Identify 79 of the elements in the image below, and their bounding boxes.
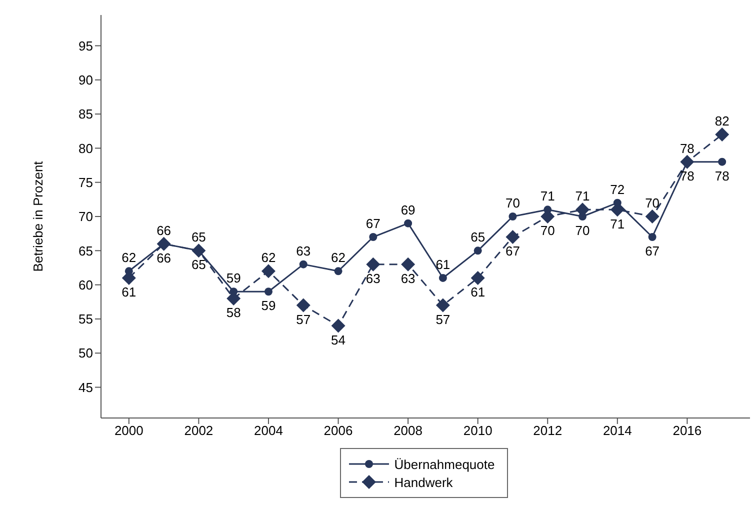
data-label: 65: [191, 230, 206, 245]
point: [369, 232, 378, 241]
point: [648, 232, 656, 241]
data-label: 62: [261, 250, 276, 266]
point: [296, 298, 310, 312]
data-label: 63: [400, 270, 416, 286]
x-tick-label: 2010: [463, 423, 492, 438]
data-label: 63: [296, 243, 311, 258]
data-label: 62: [122, 250, 136, 266]
data-label: 70: [540, 223, 555, 238]
y-tick-label: 65: [78, 243, 93, 258]
data-label: 71: [540, 188, 555, 204]
point: [506, 230, 520, 244]
data-label: 82: [714, 114, 730, 129]
data-label: 61: [436, 256, 450, 272]
point: [401, 257, 416, 272]
data-label: 57: [296, 312, 311, 327]
legend-label: Handwerk: [394, 474, 453, 490]
data-label: 61: [470, 284, 486, 300]
y-tick-label: 95: [78, 38, 93, 54]
data-label: 71: [610, 216, 625, 232]
point: [470, 270, 485, 285]
data-label: 71: [575, 188, 590, 204]
point: [474, 246, 482, 255]
y-tick-label: 80: [78, 140, 93, 156]
data-label: 65: [191, 257, 206, 272]
y-axis-title: Betriebe in Prozent: [30, 160, 46, 272]
point: [438, 274, 447, 282]
data-label: 67: [645, 244, 660, 259]
point: [718, 158, 726, 166]
point: [436, 298, 450, 312]
point: [299, 260, 308, 268]
data-label: 63: [366, 270, 380, 286]
point: [334, 267, 342, 276]
x-tick-label: 2002: [184, 423, 214, 438]
y-tick-label: 75: [78, 174, 93, 190]
x-tick-label: 2008: [394, 423, 423, 438]
data-label: 78: [680, 140, 694, 156]
data-label: 72: [610, 182, 625, 197]
point: [366, 257, 380, 272]
data-label: 67: [366, 216, 380, 231]
point: [261, 264, 276, 278]
y-tick-label: 90: [78, 72, 93, 88]
data-label: 78: [680, 168, 694, 184]
x-tick-label: 2016: [672, 423, 702, 438]
point: [715, 128, 730, 142]
x-tick-label: 2012: [533, 423, 562, 438]
data-label: 57: [436, 312, 450, 327]
data-label: 54: [331, 332, 346, 348]
data-label: 70: [505, 196, 520, 210]
x-tick-label: 2014: [602, 423, 632, 438]
point: [331, 318, 346, 333]
point: [264, 288, 272, 296]
data-label: 70: [575, 223, 590, 238]
data-label: 61: [122, 284, 136, 300]
data-label: 66: [156, 250, 172, 266]
x-tick-label: 2000: [114, 423, 144, 438]
data-label: 65: [470, 230, 486, 245]
y-tick-label: 50: [78, 346, 93, 361]
point: [404, 219, 412, 228]
x-tick-label: 2006: [324, 423, 353, 438]
data-label: 78: [714, 168, 730, 184]
data-label: 62: [331, 250, 346, 266]
legend-label: Übernahmequote: [394, 456, 495, 472]
y-tick-label: 55: [78, 312, 93, 327]
point: [508, 212, 517, 220]
point: [645, 210, 660, 224]
data-label: 66: [156, 222, 172, 238]
y-tick-label: 70: [78, 209, 93, 224]
y-tick-label: 60: [78, 277, 93, 292]
data-label: 67: [505, 244, 520, 259]
y-tick-label: 45: [78, 380, 93, 395]
data-label: 70: [645, 196, 660, 210]
x-tick-label: 2004: [254, 423, 283, 438]
y-tick-label: 85: [78, 106, 93, 122]
data-label: 58: [226, 305, 241, 320]
data-label: 59: [226, 270, 241, 286]
data-label: 69: [400, 202, 416, 218]
data-label: 59: [261, 298, 276, 314]
